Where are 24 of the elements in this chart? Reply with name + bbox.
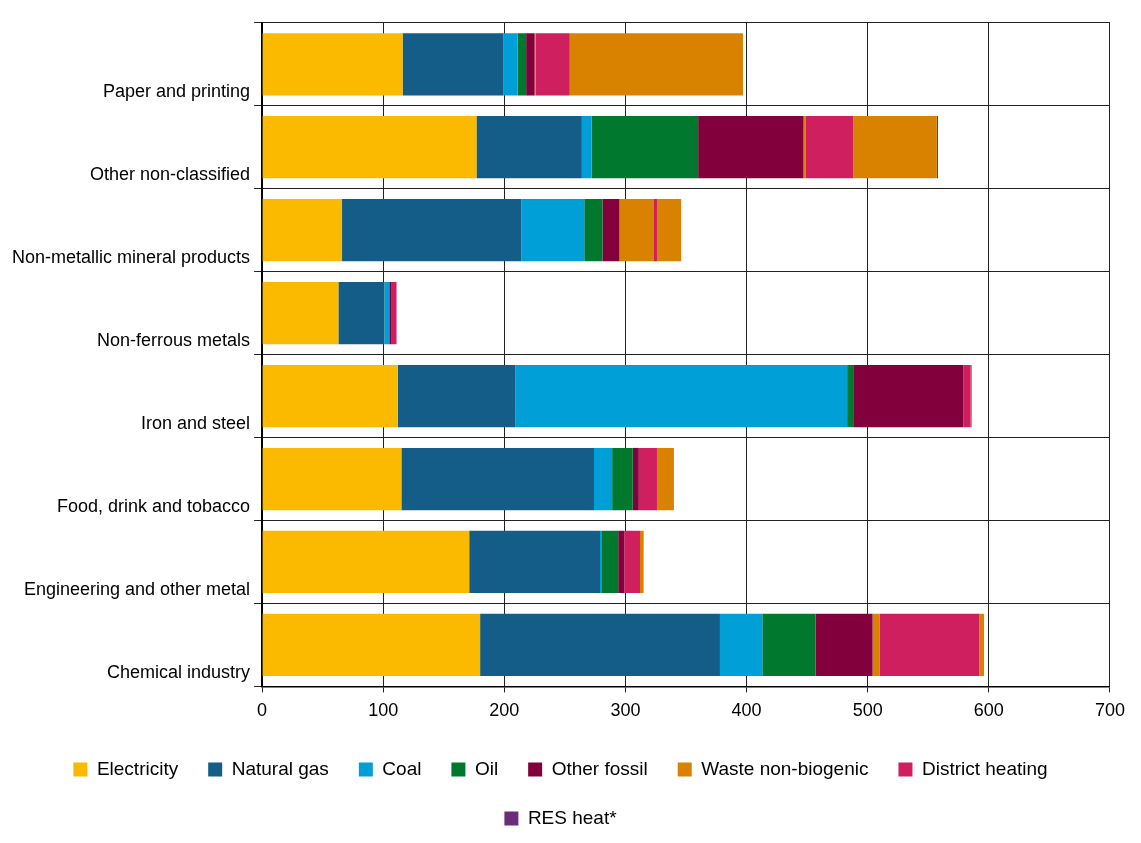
x-tick-label: 0 — [257, 700, 268, 721]
y-tick-label: Chemical industry — [107, 661, 251, 682]
y-tick-label: Engineering and other metal — [23, 578, 251, 599]
legend-label: RES heat* — [527, 806, 618, 828]
legend-label: Natural gas — [231, 757, 329, 779]
legend-label: Oil — [474, 757, 499, 779]
x-tick-label: 600 — [973, 700, 1004, 721]
legend-label: Waste non-biogenic — [701, 757, 869, 779]
x-tick-label: 400 — [731, 700, 762, 721]
y-tick-label: Paper and printing — [102, 81, 251, 102]
y-tick-label: Other non-classified — [90, 164, 251, 185]
x-tick-label: 100 — [368, 700, 399, 721]
legend-label: Other fossil — [551, 757, 648, 779]
y-tick-label: Iron and steel — [141, 413, 251, 434]
legend-label: District heating — [921, 757, 1048, 779]
legend-label: Coal — [382, 757, 422, 779]
x-tick-label: 500 — [852, 700, 883, 721]
y-tick-label: Non-metallic mineral products — [11, 247, 251, 268]
x-tick-label: 200 — [489, 700, 520, 721]
y-tick-label: Non-ferrous metals — [97, 330, 251, 351]
legend-label: Electricity — [96, 757, 179, 779]
y-tick-label: Food, drink and tobacco — [56, 495, 251, 516]
x-tick-label: 700 — [1094, 700, 1126, 721]
x-tick-label: 300 — [610, 700, 641, 721]
